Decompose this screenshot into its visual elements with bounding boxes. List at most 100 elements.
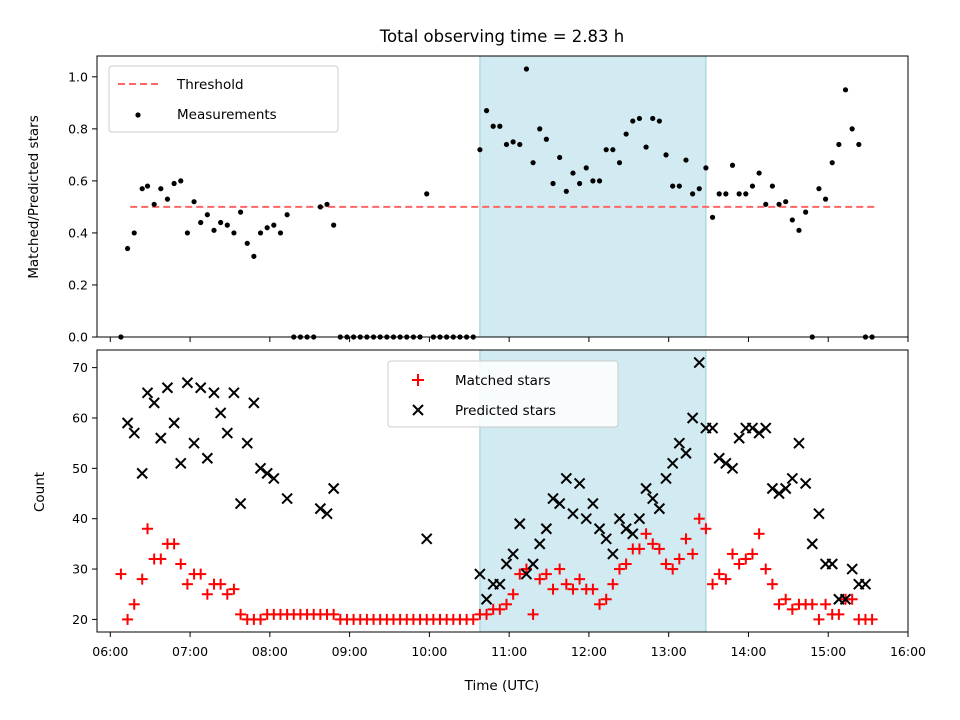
matched-star-point — [673, 553, 685, 565]
matched-star-point — [168, 538, 180, 550]
measurement-point — [144, 183, 151, 189]
predicted-star-point — [221, 427, 233, 439]
x-tick-label: 16:00 — [890, 644, 926, 659]
measurement-point — [796, 227, 802, 233]
matched-star-point — [640, 528, 652, 540]
measurement-point — [729, 162, 736, 168]
predicted-star-point — [793, 437, 805, 449]
predicted-star-point — [234, 497, 247, 510]
matched-star-point — [175, 558, 187, 570]
measurement-point — [257, 230, 264, 236]
measurement-point — [139, 186, 145, 192]
bottom-y-tick-label: 70 — [72, 360, 88, 375]
matched-star-point — [574, 573, 586, 585]
bottom-legend-box — [387, 360, 619, 428]
predicted-star-point — [640, 482, 652, 495]
matched-star-point — [540, 568, 552, 580]
matched-star-point — [653, 543, 665, 555]
predicted-star-point — [660, 472, 672, 485]
measurement-point — [191, 199, 197, 205]
measurement-point — [264, 225, 270, 231]
predicted-star-point — [507, 548, 519, 560]
predicted-star-point — [121, 417, 134, 429]
matched-star-point — [481, 608, 493, 620]
measurement-point — [763, 201, 769, 207]
measurement-point — [789, 217, 795, 223]
matched-star-point — [128, 598, 140, 610]
measurement-point — [124, 245, 131, 252]
measurement-point — [331, 222, 337, 228]
predicted-star-point — [746, 422, 759, 434]
bottom-axes-frame — [96, 349, 909, 633]
predicted-star-point — [766, 482, 779, 495]
predicted-star-point — [753, 427, 765, 439]
predicted-star-point — [161, 382, 174, 394]
matched-star-point — [700, 523, 712, 535]
matched-star-point — [647, 538, 659, 550]
measurement-point — [836, 141, 842, 148]
bottom-y-ticks: 20 30 40 50 60 70 — [72, 360, 97, 627]
matched-star-point — [687, 548, 699, 560]
matched-star-point — [560, 578, 572, 590]
predicted-star-point — [214, 407, 227, 419]
measurement-point — [623, 131, 629, 137]
matched-star-point — [221, 588, 233, 600]
matched-star-point — [773, 598, 785, 610]
bottom-y-tick-label: 20 — [72, 612, 88, 627]
bottom-y-tick-label: 40 — [72, 511, 88, 526]
top-y-tick-label: 0.6 — [68, 173, 88, 188]
measurement-point — [211, 227, 217, 233]
measurement-point — [317, 204, 323, 210]
measurement-point — [769, 183, 775, 189]
x-tick-label: 10:00 — [411, 644, 447, 659]
matched-star-point — [806, 598, 818, 610]
predicted-star-point — [494, 578, 506, 590]
matched-star-point — [727, 548, 739, 560]
x-tick-label: 13:00 — [651, 644, 687, 659]
top-y-tick-label: 0.4 — [68, 225, 88, 240]
measurement-point — [131, 230, 137, 236]
measurement-point — [324, 201, 330, 207]
predicted-star-point — [846, 563, 858, 575]
predicted-star-point — [686, 412, 699, 424]
predicted-star-point — [633, 512, 646, 525]
predicted-star-point — [514, 518, 526, 530]
measurement-point — [816, 186, 822, 192]
measurement-point — [703, 165, 709, 171]
top-observing-window — [479, 55, 707, 338]
measurement-point — [204, 212, 210, 218]
predicted-star-point — [181, 377, 194, 389]
x-tick-label: 06:00 — [92, 644, 128, 659]
matched-star-point — [328, 608, 340, 620]
matched-star-point — [786, 603, 798, 615]
matched-star-point — [813, 613, 825, 625]
matched-star-point — [181, 578, 193, 590]
matched-star-point — [746, 548, 758, 560]
predicted-star-point — [248, 397, 260, 409]
measurement-point — [849, 126, 855, 132]
measurement-point — [636, 115, 643, 122]
x-tick-label: 11:00 — [491, 644, 527, 659]
top-y-tick-label: 0.8 — [68, 121, 88, 136]
measurement-point — [829, 160, 835, 166]
legend-measurements-label: Measurements — [177, 107, 277, 123]
matched-star-point — [142, 523, 154, 535]
measurement-point — [543, 136, 549, 142]
predicted-star-point — [421, 533, 433, 545]
matched-star-point — [660, 558, 672, 570]
measurement-point — [670, 183, 676, 189]
predicted-star-point — [128, 427, 140, 439]
matched-star-point — [620, 558, 632, 570]
measurement-point — [277, 230, 284, 236]
predicted-star-point — [560, 472, 573, 485]
bottom-y-tick-label: 50 — [72, 461, 88, 476]
predicted-star-point — [136, 467, 148, 480]
top-panel: 0.0 0.2 0.4 0.6 0.8 1.0 Total observing time … — [26, 27, 909, 345]
matched-star-point — [534, 573, 546, 585]
predicted-star-point — [600, 533, 612, 545]
matched-star-point — [667, 563, 679, 575]
matched-star-point — [500, 598, 512, 610]
measurement-point — [656, 118, 662, 124]
predicted-star-point — [580, 512, 592, 525]
matched-star-point — [780, 593, 792, 605]
